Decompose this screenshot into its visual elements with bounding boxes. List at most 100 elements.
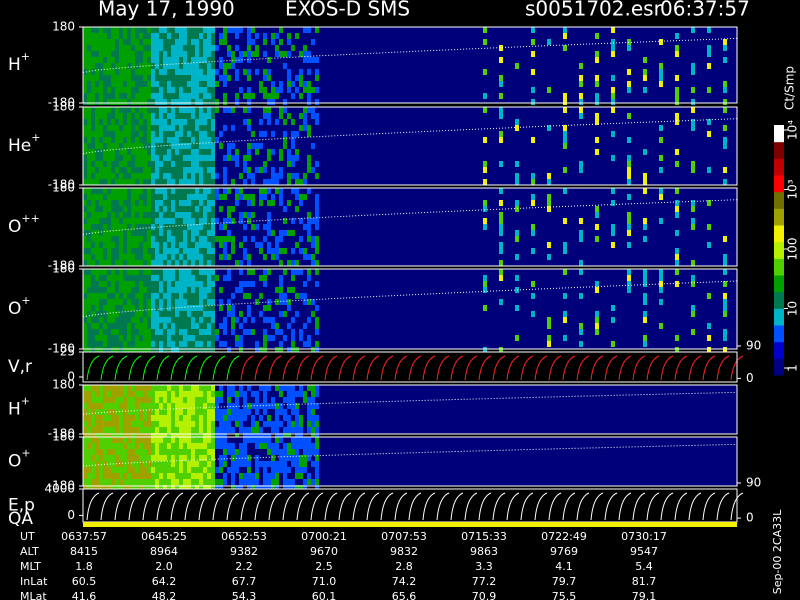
spectrogram-cell: [183, 329, 187, 335]
colorbar-segment: [774, 275, 784, 293]
spectrogram-cell: [483, 275, 487, 281]
spectrogram-cell: [303, 455, 307, 461]
spectrogram-cell: [159, 323, 163, 329]
spectrogram-cell: [291, 461, 295, 467]
spectrogram-cell: [231, 467, 235, 473]
spectrogram-cell: [563, 248, 567, 254]
spectrogram-cell: [267, 415, 271, 421]
spectrogram-cell: [203, 63, 207, 69]
spectrogram-cell: [179, 305, 183, 311]
spectrogram-cell: [115, 27, 119, 33]
spectrogram-cell: [127, 293, 131, 299]
spectrogram-cell: [199, 397, 203, 403]
spectrogram-cell: [315, 473, 319, 479]
spectrogram-cell: [595, 287, 599, 293]
spectrogram-cell: [215, 409, 219, 415]
spectrogram-cell: [315, 329, 319, 335]
spectrogram-cell: [263, 188, 267, 194]
spectrogram-cell: [123, 45, 127, 51]
spectrogram-cell: [143, 137, 147, 143]
spectrogram-cell: [87, 281, 91, 287]
spectrogram-cell: [135, 155, 139, 161]
spectrogram-cell: [291, 269, 295, 275]
spectrogram-cell: [499, 260, 503, 266]
spectrogram-cell: [127, 281, 131, 287]
spectrogram-cell: [203, 479, 207, 485]
spectrogram-cell: [311, 397, 315, 403]
spectrogram-cell: [131, 75, 135, 81]
spectrogram-cell: [275, 421, 279, 427]
spectrogram-cell: [307, 403, 311, 409]
spectrogram-cell: [107, 125, 111, 131]
spectrogram-cell: [207, 437, 211, 443]
spectrogram-cell: [131, 81, 135, 87]
spectrogram-cell: [175, 455, 179, 461]
spectrogram-cell: [99, 323, 103, 329]
spectrogram-cell: [723, 125, 727, 131]
spectrogram-cell: [175, 143, 179, 149]
table-cell: 64.2: [152, 575, 177, 588]
trace-curve: [310, 492, 324, 521]
spectrogram-cell: [87, 287, 91, 293]
spectrogram-cell: [291, 131, 295, 137]
spectrogram-cell: [579, 99, 583, 105]
spectrogram-cell: [207, 403, 211, 409]
spectrogram-cell: [87, 473, 91, 479]
spectrogram-cell: [227, 347, 231, 353]
spectrogram-cell: [139, 81, 143, 87]
spectrogram-cell: [219, 57, 223, 63]
spectrogram-cell: [231, 449, 235, 455]
spectrogram-cell: [275, 179, 279, 185]
spectrogram-cell: [131, 194, 135, 200]
spectrogram-cell: [223, 254, 227, 260]
spectrogram-cell: [251, 131, 255, 137]
spectrogram-cell: [151, 93, 155, 99]
spectrogram-cell: [95, 287, 99, 293]
spectrogram-cell: [203, 161, 207, 167]
spectrogram-cell: [483, 167, 487, 173]
spectrogram-cell: [163, 427, 167, 433]
spectrogram-cell: [103, 347, 107, 353]
spectrogram-cell: [131, 421, 135, 427]
spectrogram-cell: [287, 467, 291, 473]
spectrogram-cell: [243, 415, 247, 421]
spectrogram-cell: [267, 335, 271, 341]
spectrogram-cell: [143, 461, 147, 467]
spectrogram-cell: [119, 305, 123, 311]
spectrogram-cell: [207, 485, 211, 491]
spectrogram-cell: [83, 107, 87, 113]
spectrogram-cell: [127, 248, 131, 254]
table-cell: 0637:57: [61, 530, 107, 543]
spectrogram-cell: [499, 45, 503, 51]
spectrogram-cell: [123, 93, 127, 99]
spectrogram-cell: [155, 149, 159, 155]
spectrogram-cell: [307, 57, 311, 63]
spectrogram-cell: [191, 427, 195, 433]
spectrogram-cell: [127, 415, 131, 421]
spectrogram-cell: [207, 137, 211, 143]
spectrogram-cell: [199, 51, 203, 57]
spectrogram-cell: [275, 33, 279, 39]
spectrogram-cell: [203, 119, 207, 125]
spectrogram-cell: [151, 137, 155, 143]
spectrogram-cell: [119, 51, 123, 57]
spectrogram-cell: [659, 75, 663, 81]
spectrogram-cell: [103, 33, 107, 39]
spectrogram-cell: [151, 254, 155, 260]
spectrogram-cell: [183, 81, 187, 87]
spectrogram-cell: [167, 27, 171, 33]
spectrogram-cell: [707, 27, 711, 33]
spectrogram-cell: [183, 75, 187, 81]
spectrogram-cell: [99, 39, 103, 45]
spectrogram-cell: [119, 230, 123, 236]
spectrogram-cell: [579, 329, 583, 335]
spectrogram-cell: [143, 87, 147, 93]
spectrogram-cell: [147, 275, 151, 281]
spectrogram-cell: [111, 467, 115, 473]
spectrogram-cell: [531, 230, 535, 236]
spectrogram-cell: [163, 281, 167, 287]
spectrogram-cell: [187, 119, 191, 125]
spectrogram-cell: [119, 317, 123, 323]
panel-label: E,p: [8, 496, 35, 516]
spectrogram-cell: [135, 125, 139, 131]
